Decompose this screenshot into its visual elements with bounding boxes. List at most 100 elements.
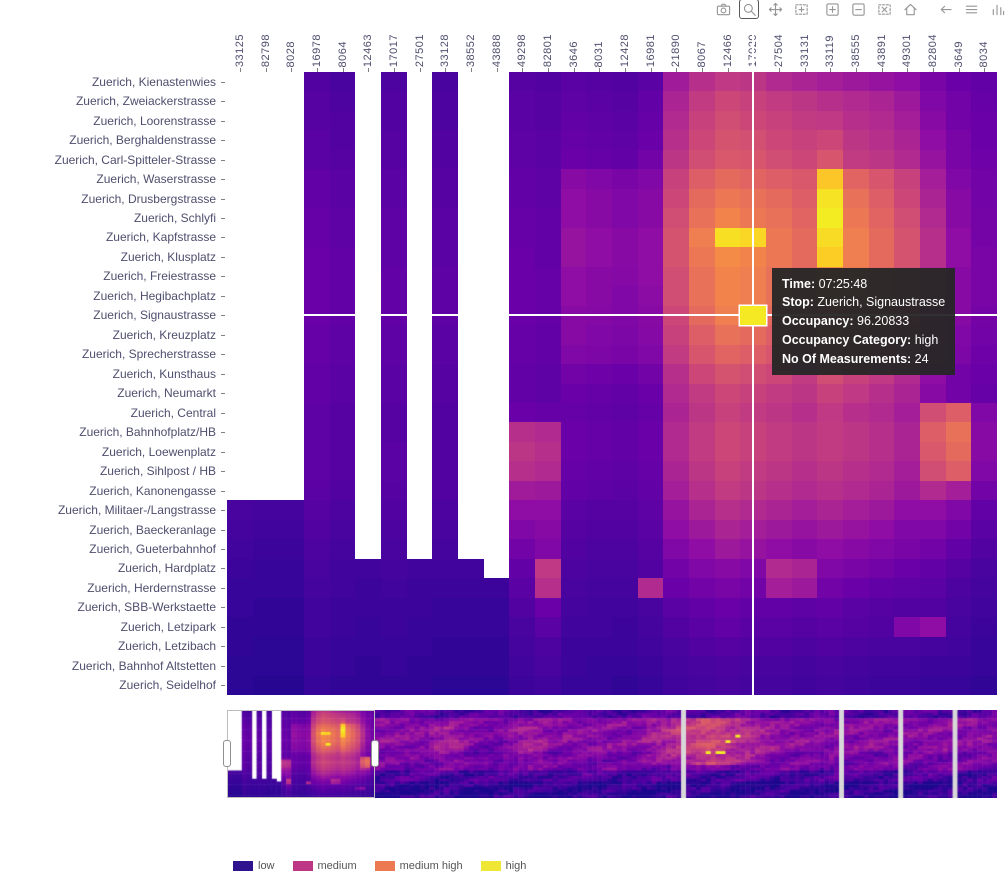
- heatmap-cell[interactable]: [945, 110, 972, 131]
- heatmap-cell[interactable]: [509, 91, 535, 111]
- heatmap-cell[interactable]: [509, 500, 535, 520]
- heatmap-cell[interactable]: [688, 286, 715, 306]
- heatmap-cell[interactable]: [380, 247, 407, 267]
- heatmap-cell[interactable]: [329, 344, 356, 365]
- heatmap-cell[interactable]: [714, 597, 741, 618]
- heatmap-cell[interactable]: [227, 500, 253, 520]
- heatmap-cell[interactable]: [406, 72, 433, 92]
- heatmap-cell[interactable]: [817, 227, 843, 248]
- heatmap-cell[interactable]: [971, 539, 997, 559]
- heatmap-cell[interactable]: [894, 383, 920, 403]
- heatmap-cell[interactable]: [791, 402, 818, 423]
- heatmap-cell[interactable]: [663, 422, 689, 442]
- heatmap-cell[interactable]: [252, 558, 279, 579]
- heatmap-cell[interactable]: [227, 383, 253, 403]
- heatmap-cell[interactable]: [611, 675, 638, 695]
- heatmap-cell[interactable]: [971, 91, 997, 111]
- heatmap-cell[interactable]: [303, 402, 330, 423]
- heatmap-cell[interactable]: [560, 402, 587, 423]
- heatmap-cell[interactable]: [586, 500, 612, 520]
- heatmap-cell[interactable]: [252, 500, 279, 520]
- heatmap-cell[interactable]: [303, 617, 330, 637]
- heatmap-cell[interactable]: [457, 422, 484, 442]
- heatmap-cell[interactable]: [380, 149, 407, 170]
- heatmap-cell[interactable]: [714, 364, 741, 384]
- heatmap-cell[interactable]: [894, 617, 920, 637]
- heatmap-cell[interactable]: [278, 208, 304, 228]
- heatmap-cell[interactable]: [868, 169, 895, 189]
- heatmap-cell[interactable]: [252, 169, 279, 189]
- heatmap-cell[interactable]: [252, 480, 279, 501]
- heatmap-cell[interactable]: [637, 169, 664, 189]
- heatmap-cell[interactable]: [945, 422, 972, 442]
- heatmap-cell[interactable]: [252, 130, 279, 150]
- heatmap-cell[interactable]: [945, 441, 972, 462]
- heatmap-cell[interactable]: [509, 344, 535, 365]
- heatmap-cell[interactable]: [483, 208, 510, 228]
- heatmap-cell[interactable]: [355, 247, 381, 267]
- heatmap-cell[interactable]: [868, 91, 895, 111]
- heatmap-cell[interactable]: [483, 617, 510, 637]
- heatmap-cell[interactable]: [355, 519, 381, 540]
- heatmap-cell[interactable]: [560, 383, 587, 403]
- heatmap-cell[interactable]: [534, 130, 561, 150]
- heatmap-cell[interactable]: [663, 539, 689, 559]
- heatmap-cell[interactable]: [355, 675, 381, 695]
- heatmap-cell[interactable]: [688, 597, 715, 618]
- heatmap-cell[interactable]: [765, 208, 792, 228]
- heatmap-cell[interactable]: [432, 344, 458, 365]
- heatmap-cell[interactable]: [637, 266, 664, 287]
- heatmap-cell[interactable]: [534, 169, 561, 189]
- heatmap-cell[interactable]: [380, 500, 407, 520]
- heatmap-cell[interactable]: [457, 208, 484, 228]
- heatmap-cell[interactable]: [971, 110, 997, 131]
- heatmap-cell[interactable]: [483, 461, 510, 481]
- heatmap-cell[interactable]: [483, 656, 510, 676]
- heatmap-cell[interactable]: [791, 247, 818, 267]
- heatmap-cell[interactable]: [380, 441, 407, 462]
- heatmap-cell[interactable]: [355, 617, 381, 637]
- heatmap-cell[interactable]: [791, 422, 818, 442]
- heatmap-cell[interactable]: [842, 247, 869, 267]
- heatmap-cell[interactable]: [688, 149, 715, 170]
- heatmap-cell[interactable]: [611, 539, 638, 559]
- heatmap-cell[interactable]: [560, 597, 587, 618]
- heatmap-cell[interactable]: [534, 72, 561, 92]
- heatmap-cell[interactable]: [483, 149, 510, 170]
- heatmap-cell[interactable]: [534, 286, 561, 306]
- heatmap-cell[interactable]: [586, 461, 612, 481]
- heatmap-cell[interactable]: [278, 247, 304, 267]
- heatmap-cell[interactable]: [303, 656, 330, 676]
- heatmap-cell[interactable]: [406, 500, 433, 520]
- heatmap-cell[interactable]: [432, 578, 458, 598]
- heatmap-cell[interactable]: [432, 149, 458, 170]
- heatmap-cell[interactable]: [329, 675, 356, 695]
- heatmap-cell[interactable]: [457, 325, 484, 345]
- heatmap-cell[interactable]: [791, 91, 818, 111]
- heatmap-cell[interactable]: [252, 266, 279, 287]
- heatmap-cell[interactable]: [252, 91, 279, 111]
- heatmap-cell[interactable]: [765, 636, 792, 657]
- heatmap-cell[interactable]: [919, 130, 946, 150]
- heatmap-cell[interactable]: [868, 617, 895, 637]
- heatmap-cell[interactable]: [945, 383, 972, 403]
- heatmap-cell[interactable]: [329, 402, 356, 423]
- heatmap-cell[interactable]: [842, 461, 869, 481]
- stats-button[interactable]: [989, 1, 1005, 17]
- heatmap-cell[interactable]: [714, 383, 741, 403]
- heatmap-cell[interactable]: [714, 402, 741, 423]
- heatmap-cell[interactable]: [355, 325, 381, 345]
- heatmap-cell[interactable]: [560, 480, 587, 501]
- heatmap-cell[interactable]: [971, 364, 997, 384]
- heatmap-cell[interactable]: [868, 383, 895, 403]
- heatmap-cell[interactable]: [278, 422, 304, 442]
- heatmap-cell[interactable]: [817, 402, 843, 423]
- heatmap-cell[interactable]: [483, 72, 510, 92]
- heatmap-cell[interactable]: [252, 227, 279, 248]
- heatmap-cell[interactable]: [765, 422, 792, 442]
- heatmap-cell[interactable]: [611, 188, 638, 209]
- heatmap-cell[interactable]: [791, 597, 818, 618]
- heatmap-cell[interactable]: [868, 597, 895, 618]
- heatmap-cell[interactable]: [663, 402, 689, 423]
- heatmap-cell[interactable]: [842, 208, 869, 228]
